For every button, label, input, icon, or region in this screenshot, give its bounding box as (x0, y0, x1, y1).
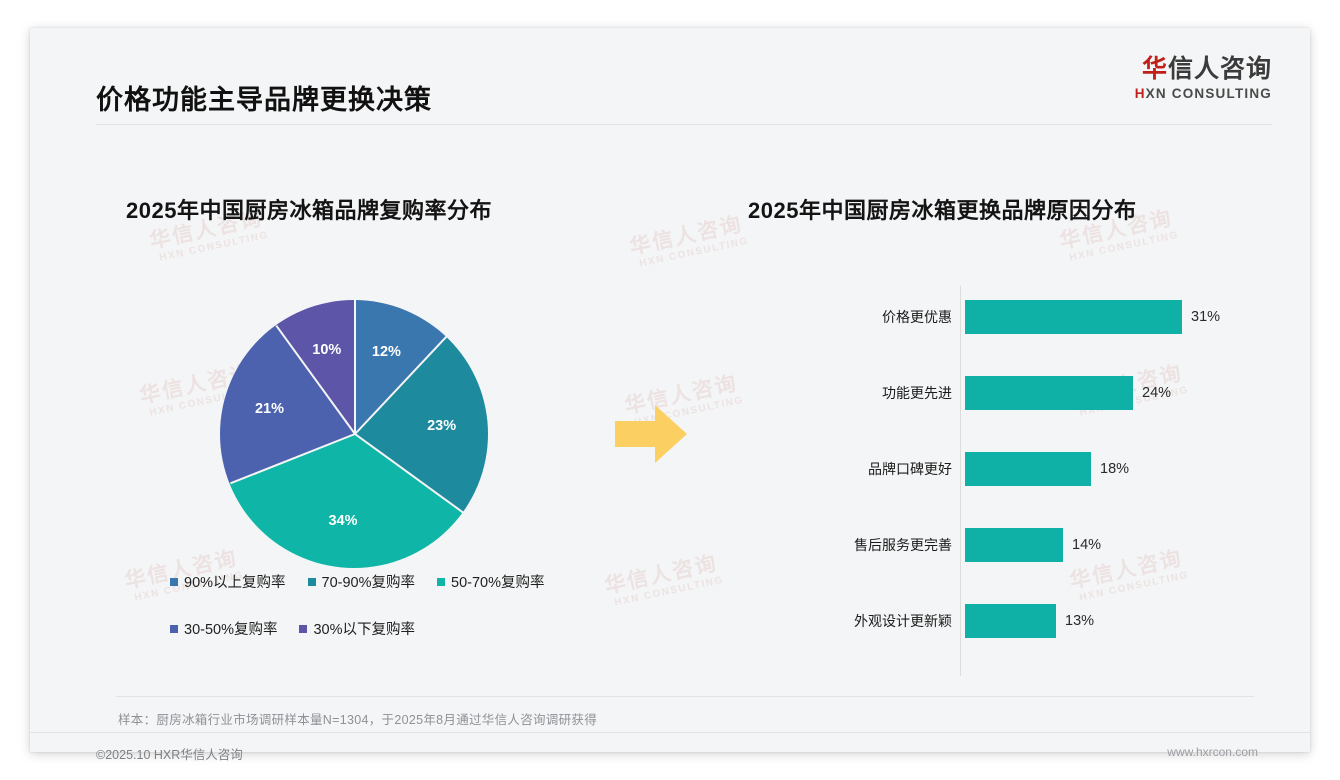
legend-row: 30-50%复购率 30%以下复购率 (170, 618, 600, 639)
right-chart-title: 2025年中国厨房冰箱更换品牌原因分布 (748, 198, 1137, 223)
legend-label: 70-90%复购率 (321, 575, 416, 591)
header-divider (96, 124, 1272, 125)
logo-accent-char: 华 (1141, 55, 1168, 83)
legend-label: 30%以下复购率 (313, 622, 416, 638)
watermark-en: HXN CONSULTING (613, 574, 725, 609)
bar-value-label: 13% (1065, 613, 1095, 629)
bar-category-label: 外观设计更新颖 (854, 613, 952, 629)
pie-legend: 90%以上复购率 70-90%复购率 50-70%复购率 30-50%复购率 3… (170, 571, 600, 665)
logo-en-accent: H (1134, 85, 1146, 101)
bar-chart-row[interactable]: 功能更先进 24% (830, 376, 1260, 410)
legend-swatch-icon (170, 624, 178, 633)
left-chart-title: 2025年中国厨房冰箱品牌复购率分布 (126, 198, 492, 223)
bar-chart-row[interactable]: 价格更优惠 31% (830, 300, 1260, 334)
legend-item-3[interactable]: 30-50%复购率 (170, 618, 277, 639)
legend-item-0[interactable]: 90%以上复购率 (170, 571, 286, 592)
bar-category-label: 品牌口碑更好 (868, 461, 952, 477)
legend-item-2[interactable]: 50-70%复购率 (437, 571, 545, 592)
footnote-text: 样本：厨房冰箱行业市场调研样本量N=1304，于2025年8月通过华信人咨询调研… (118, 713, 597, 727)
bar-chart-row[interactable]: 品牌口碑更好 18% (830, 452, 1260, 486)
legend-swatch-icon (299, 624, 308, 633)
footer-divider (30, 732, 1310, 733)
logo-rest-chars: 信人咨询 (1167, 55, 1272, 83)
bar-fill (965, 376, 1133, 410)
bar-category-label: 价格更优惠 (882, 309, 952, 325)
bar-category-label: 售后服务更完善 (854, 537, 952, 553)
pie-slice-divider (354, 300, 356, 434)
logo-chinese-text: 华信人咨询 (1135, 55, 1272, 84)
legend-row: 90%以上复购率 70-90%复购率 50-70%复购率 (170, 571, 600, 592)
pie-slice-label: 23% (427, 417, 457, 434)
legend-label: 90%以上复购率 (184, 575, 286, 591)
legend-swatch-icon (170, 577, 178, 586)
website-text[interactable]: www.hxrcon.com (1167, 745, 1258, 759)
bar-chart-axis (960, 286, 961, 676)
bar-value-label: 18% (1100, 461, 1130, 477)
page-title: 价格功能主导品牌更换决策 (96, 85, 432, 115)
right-arrow-icon (615, 403, 687, 465)
pie-slice-label: 21% (254, 401, 284, 418)
legend-item-4[interactable]: 30%以下复购率 (299, 618, 415, 639)
legend-swatch-icon (307, 577, 316, 586)
footnote-divider (116, 696, 1254, 697)
legend-swatch-icon (437, 577, 446, 586)
slide-canvas: 华信人咨询 HXN CONSULTING 华信人咨询 HXN CONSULTIN… (30, 28, 1310, 762)
bar-value-label: 31% (1191, 309, 1221, 325)
bar-fill (965, 528, 1063, 562)
legend-item-1[interactable]: 70-90%复购率 (307, 571, 416, 592)
pie-slice-label: 12% (371, 344, 401, 361)
watermark-en: HXN CONSULTING (1068, 229, 1180, 264)
watermark: 华信人咨询 HXN CONSULTING (603, 551, 726, 610)
bar-chart-row[interactable]: 售后服务更完善 14% (830, 528, 1260, 562)
bar-fill (965, 452, 1091, 486)
watermark-en: HXN CONSULTING (158, 229, 270, 264)
bar-chart: 价格更优惠 31% 功能更先进 24% 品牌口碑更好 18% 售后服务更完善 14% 外观设计更… (830, 286, 1260, 676)
watermark: 华信人咨询 HXN CONSULTING (628, 212, 751, 271)
bar-category-label: 功能更先进 (882, 385, 952, 401)
watermark-cn: 华信人咨询 (602, 551, 720, 599)
company-logo: 华信人咨询 HXN CONSULTING (1135, 55, 1272, 101)
legend-label: 30-50%复购率 (184, 622, 278, 638)
bar-fill (965, 604, 1056, 638)
bar-value-label: 14% (1072, 537, 1102, 553)
bar-value-label: 24% (1142, 385, 1172, 401)
watermark-en: HXN CONSULTING (638, 235, 750, 270)
pie-slice-label: 10% (312, 342, 342, 359)
slide-header: 价格功能主导品牌更换决策 华信人咨询 HXN CONSULTING (30, 28, 1310, 125)
legend-label: 50-70%复购率 (451, 575, 545, 591)
logo-en-rest: XN CONSULTING (1145, 85, 1272, 101)
pie-slice-label: 34% (328, 513, 358, 530)
copyright-text: ©2025.10 HXR华信人咨询 (96, 748, 243, 762)
pie-chart: 12% 23% 34% 21% 10% (220, 300, 488, 568)
logo-english-text: HXN CONSULTING (1135, 86, 1272, 101)
watermark-cn: 华信人咨询 (627, 212, 745, 260)
bar-fill (965, 300, 1182, 334)
bar-chart-row[interactable]: 外观设计更新颖 13% (830, 604, 1260, 638)
